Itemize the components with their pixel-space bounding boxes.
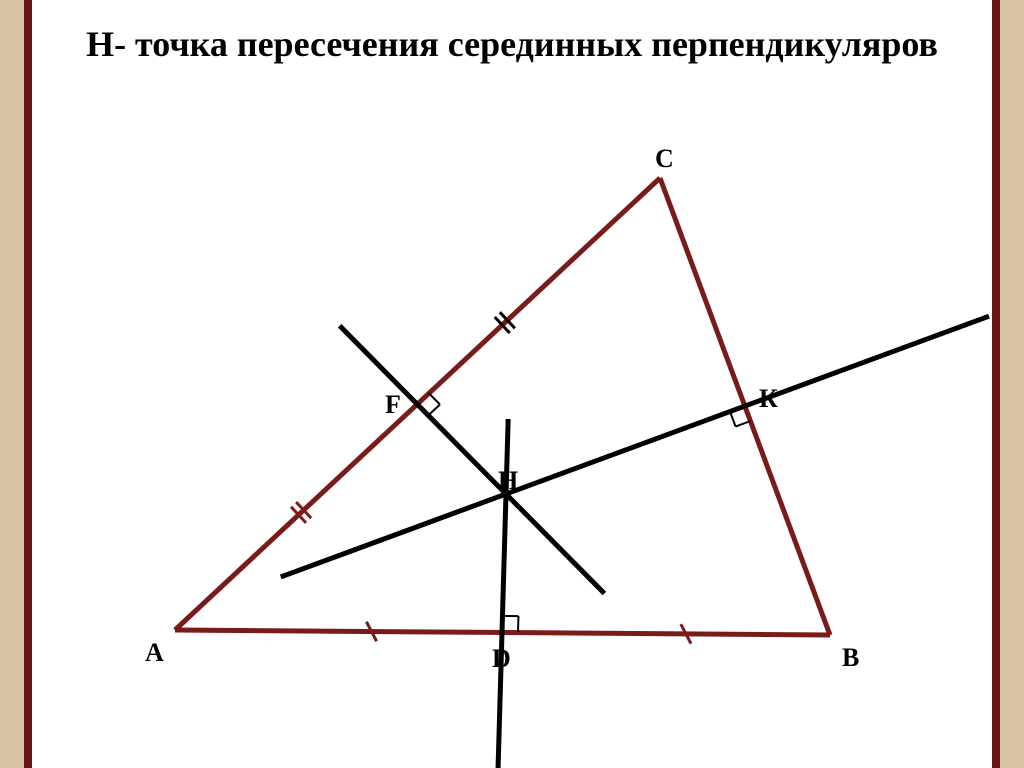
point-label-D: D: [492, 644, 511, 674]
point-label-F: F: [385, 390, 401, 420]
point-label-H: Н: [498, 466, 518, 496]
point-label-B: В: [842, 643, 859, 673]
point-label-A: А: [145, 638, 164, 668]
slide-root: Н- точка пересечения серединных перпенди…: [0, 0, 1024, 768]
slide-title: Н- точка пересечения серединных перпенди…: [0, 24, 1024, 65]
point-label-C: С: [655, 144, 674, 174]
point-label-K: К: [759, 384, 778, 414]
